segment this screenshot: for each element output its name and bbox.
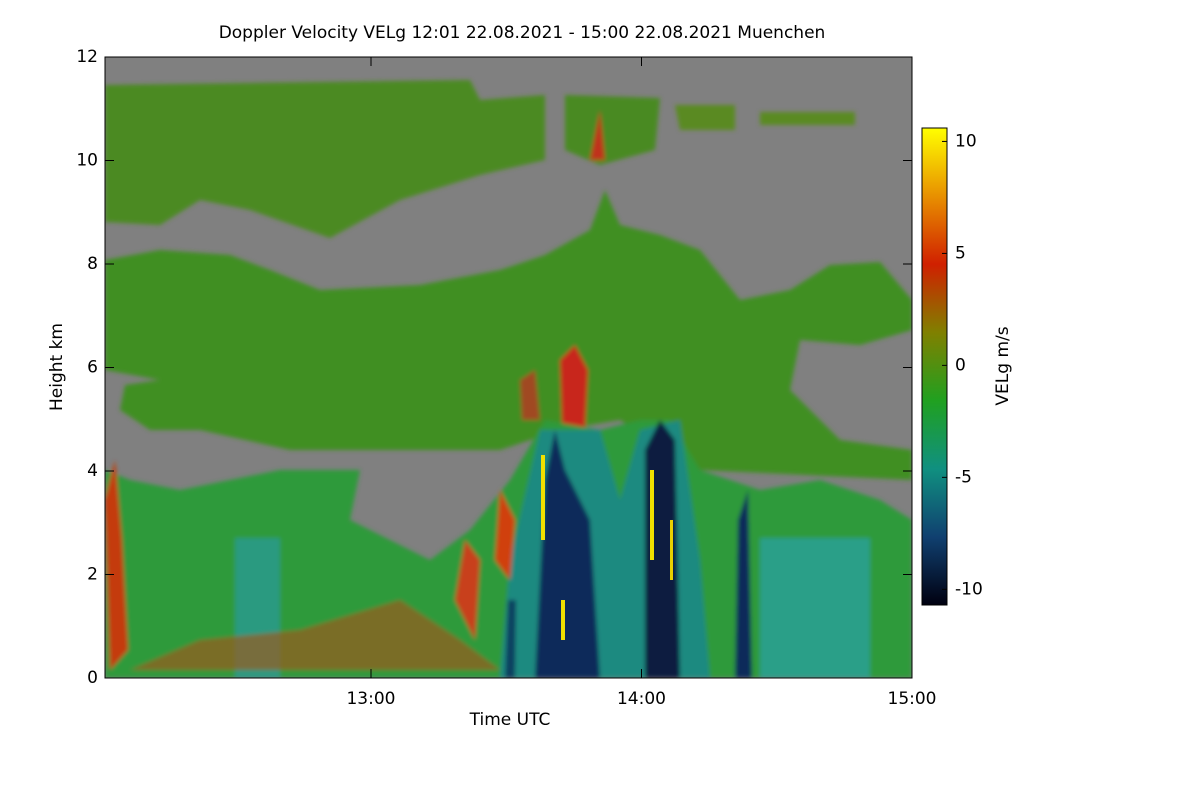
y-tick-label: 8 <box>87 254 98 274</box>
y-tick-label: 4 <box>87 461 98 481</box>
colorbar-tick-label: 10 <box>955 131 977 151</box>
x-tick-label: 14:00 <box>617 689 666 709</box>
y-tick-label: 0 <box>87 668 98 688</box>
y-tick-label: 2 <box>87 565 98 585</box>
chart-title: Doppler Velocity VELg 12:01 22.08.2021 -… <box>219 23 826 43</box>
colorbar-tick-label: -10 <box>955 579 983 599</box>
x-tick-label: 15:00 <box>888 689 937 709</box>
y-axis-label: Height km <box>47 323 67 411</box>
colorbar-tick-label: 5 <box>955 243 966 263</box>
colorbar-tick-label: -5 <box>955 467 972 487</box>
colorbar-label: VELg m/s <box>993 326 1013 405</box>
colorbar <box>921 127 948 606</box>
echo-regions <box>105 80 912 678</box>
x-tick-label: 13:00 <box>346 689 395 709</box>
y-tick-label: 6 <box>87 358 98 378</box>
y-tick-label: 12 <box>76 47 98 67</box>
velocity-field <box>105 57 912 678</box>
x-axis-label: Time UTC <box>469 710 551 730</box>
colorbar-tick-label: 0 <box>955 355 966 375</box>
y-tick-label: 10 <box>76 151 98 171</box>
